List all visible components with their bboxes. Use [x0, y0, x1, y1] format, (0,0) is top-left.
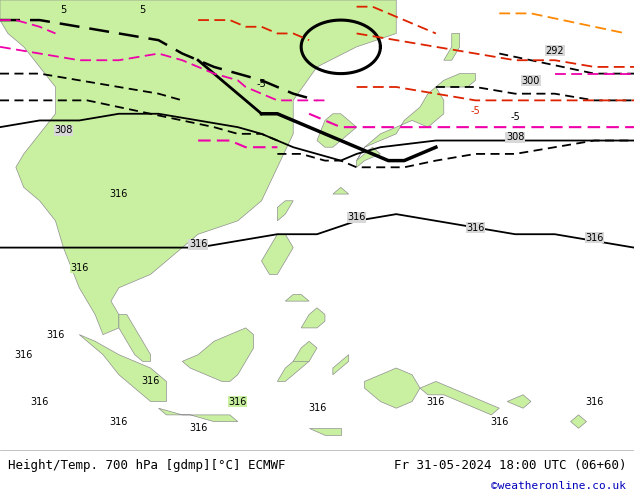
Text: 308: 308 [506, 132, 524, 142]
Text: -5: -5 [510, 112, 520, 122]
Text: 292: 292 [545, 46, 564, 55]
Text: 300: 300 [522, 75, 540, 86]
Polygon shape [317, 114, 356, 147]
Polygon shape [356, 87, 444, 161]
Text: 316: 316 [229, 396, 247, 407]
Polygon shape [333, 355, 349, 375]
Text: 316: 316 [585, 396, 604, 407]
Text: 316: 316 [189, 423, 207, 433]
Polygon shape [0, 0, 396, 335]
Polygon shape [183, 328, 254, 381]
Text: 316: 316 [15, 350, 33, 360]
Text: -5: -5 [470, 106, 481, 116]
Text: 316: 316 [70, 263, 88, 272]
Text: 316: 316 [46, 330, 65, 340]
Polygon shape [436, 74, 476, 87]
Text: 316: 316 [585, 233, 604, 243]
Polygon shape [262, 234, 294, 274]
Text: 316: 316 [490, 416, 508, 427]
Polygon shape [158, 408, 238, 421]
Polygon shape [79, 335, 167, 401]
Polygon shape [356, 147, 380, 167]
Text: 5: 5 [139, 5, 146, 15]
Polygon shape [294, 341, 317, 361]
Polygon shape [420, 381, 500, 415]
Text: 316: 316 [427, 396, 445, 407]
Polygon shape [571, 415, 586, 428]
Text: 316: 316 [467, 222, 484, 233]
Polygon shape [278, 355, 309, 381]
Text: 316: 316 [110, 189, 128, 199]
Text: 308: 308 [55, 125, 72, 136]
Polygon shape [507, 395, 531, 408]
Text: Fr 31-05-2024 18:00 UTC (06+60): Fr 31-05-2024 18:00 UTC (06+60) [394, 459, 626, 471]
Text: 5: 5 [60, 5, 67, 15]
Polygon shape [333, 187, 349, 194]
Polygon shape [365, 368, 420, 408]
Polygon shape [309, 428, 341, 435]
Text: Height/Temp. 700 hPa [gdmp][°C] ECMWF: Height/Temp. 700 hPa [gdmp][°C] ECMWF [8, 459, 285, 471]
Text: 316: 316 [30, 396, 49, 407]
Polygon shape [285, 294, 309, 301]
Text: 316: 316 [189, 239, 207, 249]
Text: 316: 316 [308, 403, 326, 413]
Text: 316: 316 [347, 213, 366, 222]
Polygon shape [301, 308, 325, 328]
Text: -5: -5 [257, 79, 266, 89]
Polygon shape [444, 33, 460, 60]
Text: 316: 316 [141, 376, 160, 387]
Text: 316: 316 [110, 416, 128, 427]
Text: ©weatheronline.co.uk: ©weatheronline.co.uk [491, 481, 626, 490]
Polygon shape [119, 315, 151, 361]
Polygon shape [278, 201, 294, 221]
